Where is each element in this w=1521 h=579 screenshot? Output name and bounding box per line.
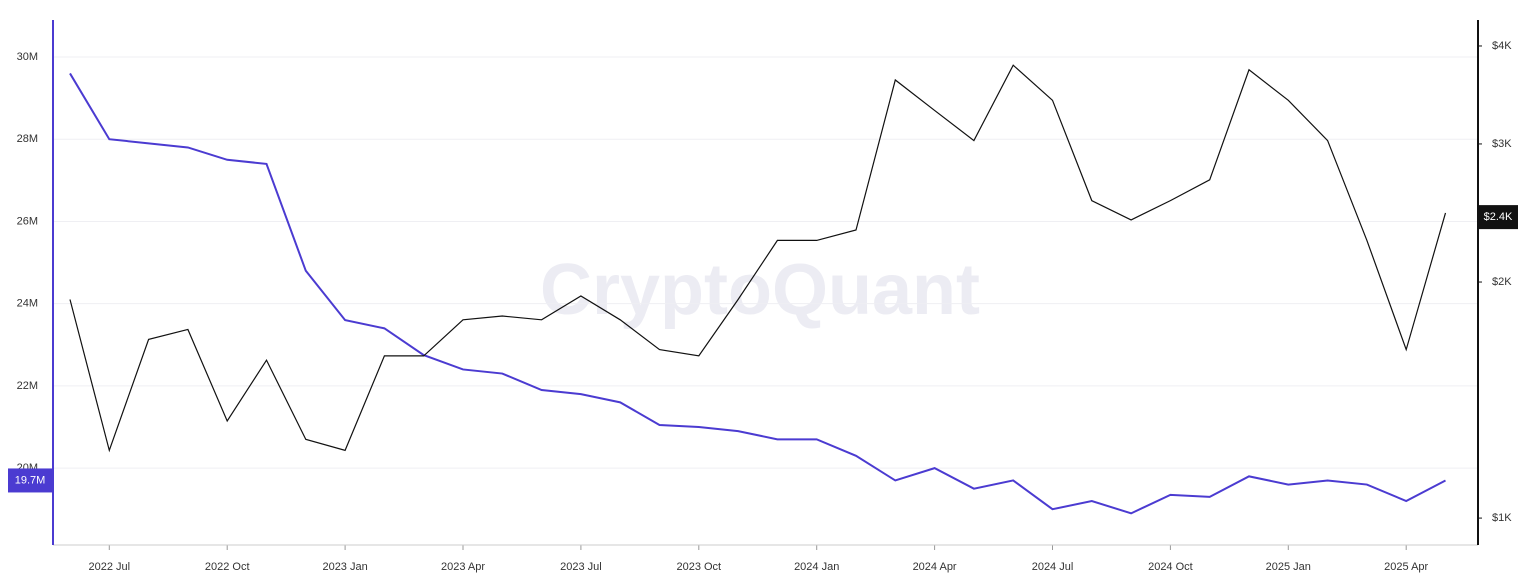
y2-badge bbox=[1478, 205, 1518, 230]
x-tick-label: 2022 Jul bbox=[89, 561, 131, 573]
series-line bbox=[69, 64, 1447, 453]
y2-tick-label: $4K bbox=[1492, 40, 1512, 52]
series-line bbox=[69, 72, 1446, 515]
y-tick-label: 30M bbox=[17, 51, 38, 63]
x-tick-label: 2024 Apr bbox=[913, 561, 957, 573]
y-badge bbox=[8, 468, 53, 493]
watermark: CryptoQuant bbox=[540, 250, 980, 330]
y2-tick-label: $2K bbox=[1492, 276, 1512, 288]
x-tick-label: 2023 Jul bbox=[560, 561, 602, 573]
x-tick-label: 2023 Oct bbox=[676, 561, 721, 573]
x-tick-label: 2024 Oct bbox=[1148, 561, 1193, 573]
x-tick-label: 2024 Jul bbox=[1032, 561, 1074, 573]
x-tick-label: 2025 Jan bbox=[1266, 561, 1311, 573]
x-tick-label: 2022 Oct bbox=[205, 561, 250, 573]
x-tick-label: 2024 Jan bbox=[794, 561, 839, 573]
x-tick-label: 2023 Apr bbox=[441, 561, 485, 573]
y-tick-label: 28M bbox=[17, 133, 38, 145]
x-tick-label: 2025 Apr bbox=[1384, 561, 1428, 573]
y-tick-label: 26M bbox=[17, 215, 38, 227]
y2-tick-label: $3K bbox=[1492, 138, 1512, 150]
y-tick-label: 24M bbox=[17, 298, 38, 310]
y-badge-label: 19.7M bbox=[15, 474, 46, 486]
x-tick-label: 2023 Jan bbox=[322, 561, 367, 573]
y-tick-label: 22M bbox=[17, 380, 38, 392]
y2-badge-label: $2.4K bbox=[1484, 211, 1513, 223]
y2-tick-label: $1K bbox=[1492, 512, 1512, 524]
